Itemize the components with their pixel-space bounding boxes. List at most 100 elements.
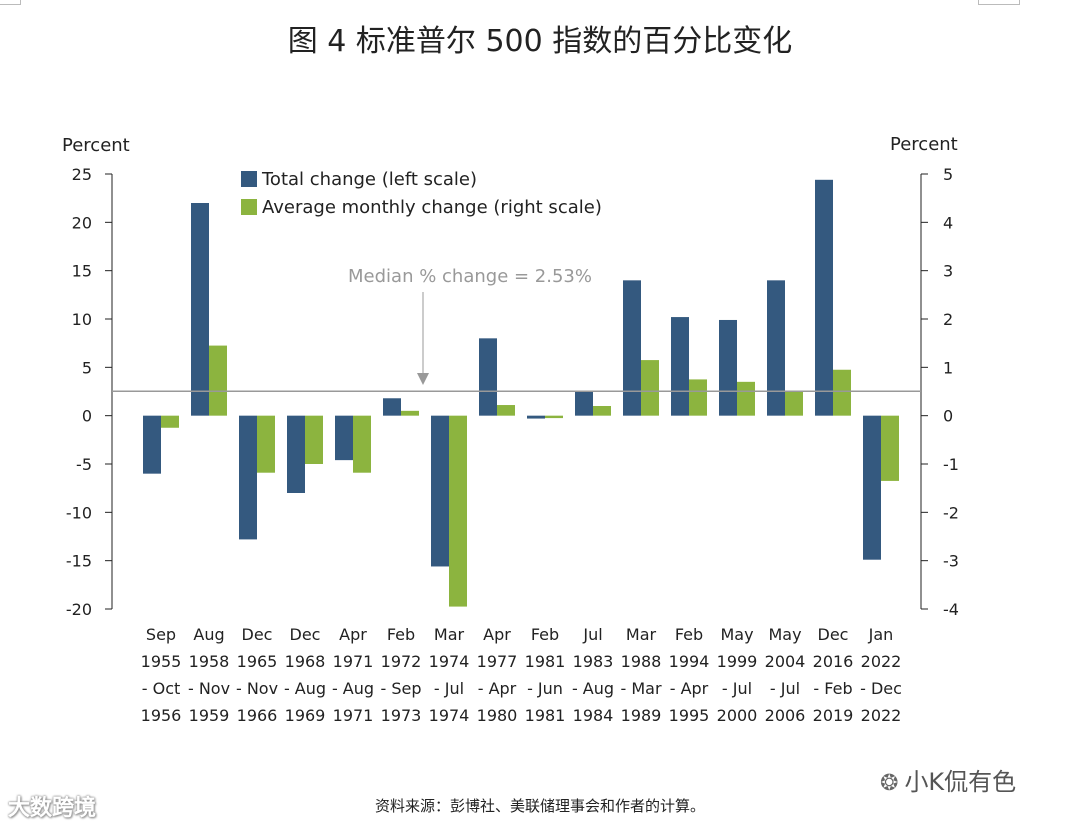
average-monthly-change-bar <box>209 345 227 416</box>
category-label: 1980 <box>477 706 518 725</box>
average-monthly-change-bar <box>641 360 659 416</box>
left-axis-tick-label: 0 <box>82 407 92 426</box>
category-label: 2006 <box>765 706 806 725</box>
average-monthly-change-bar <box>593 406 611 416</box>
category-label: Dec <box>818 625 849 644</box>
right-axis-tick-label: -3 <box>943 552 959 571</box>
category-label: 1971 <box>333 706 374 725</box>
category-label: - Jul <box>722 679 752 698</box>
category-label: 1959 <box>189 706 230 725</box>
category-label: 1966 <box>237 706 278 725</box>
category-label: 2000 <box>717 706 758 725</box>
average-monthly-change-bar <box>833 369 851 416</box>
category-label: 2016 <box>813 652 854 671</box>
total-change-bar <box>527 415 545 419</box>
left-axis-tick-label: 15 <box>72 262 92 281</box>
category-label: 1973 <box>381 706 422 725</box>
category-label: - Jun <box>527 679 563 698</box>
category-label: Aug <box>193 625 224 644</box>
category-label: 1984 <box>573 706 614 725</box>
category-label: - Nov <box>236 679 278 698</box>
total-change-bar <box>767 280 785 416</box>
left-axis-tick-label: 20 <box>72 213 92 232</box>
category-label: 1974 <box>429 652 470 671</box>
average-monthly-change-bar <box>401 410 419 416</box>
watermark-right: ❂ 小K侃有色 <box>880 762 1016 797</box>
category-label: 2019 <box>813 706 854 725</box>
category-label: - Jul <box>434 679 464 698</box>
category-label: Mar <box>626 625 657 644</box>
average-monthly-change-bar <box>497 405 515 416</box>
total-change-bar <box>863 415 881 560</box>
right-axis-tick-label: 2 <box>943 310 953 329</box>
right-axis-tick-label: 0 <box>943 407 953 426</box>
right-axis-tick-label: -2 <box>943 503 959 522</box>
left-axis-tick-label: 25 <box>72 165 92 184</box>
left-axis-tick-label: -15 <box>66 552 92 571</box>
category-label: May <box>720 625 753 644</box>
category-label: 1994 <box>669 652 710 671</box>
category-label: - Oct <box>142 679 181 698</box>
median-annotation: Median % change = 2.53% <box>348 266 592 287</box>
total-change-bar <box>335 415 353 461</box>
category-label: Dec <box>242 625 273 644</box>
category-label: Sep <box>146 625 176 644</box>
category-label: - Aug <box>332 679 374 698</box>
total-change-bar <box>143 415 161 474</box>
category-label: 1974 <box>429 706 470 725</box>
left-axis-tick-label: -10 <box>66 503 92 522</box>
average-monthly-change-bar <box>305 415 323 464</box>
category-label: Dec <box>290 625 321 644</box>
category-label: Apr <box>483 625 511 644</box>
total-change-bar <box>383 398 401 416</box>
right-axis-tick-label: 1 <box>943 358 953 377</box>
category-label: 1958 <box>189 652 230 671</box>
category-label: - Jul <box>770 679 800 698</box>
source-note: 资料来源：彭博社、美联储理事会和作者的计算。 <box>374 797 705 815</box>
left-axis-title: Percent <box>62 135 130 156</box>
left-axis-tick-label: -5 <box>76 455 92 474</box>
total-change-bar <box>719 319 737 416</box>
category-label: 1977 <box>477 652 518 671</box>
right-axis-tick-label: -4 <box>943 600 959 619</box>
left-axis-tick-label: 5 <box>82 358 92 377</box>
category-label: 1981 <box>525 706 566 725</box>
category-label: Feb <box>675 625 703 644</box>
category-label: 1972 <box>381 652 422 671</box>
total-change-bar <box>431 415 449 567</box>
category-label: 2004 <box>765 652 806 671</box>
category-label: - Dec <box>860 679 902 698</box>
category-label: Jan <box>868 625 894 644</box>
category-label: Jul <box>582 625 602 644</box>
total-change-bar <box>671 317 689 416</box>
category-label: Mar <box>434 625 465 644</box>
category-label: 1968 <box>285 652 326 671</box>
category-label: 1988 <box>621 652 662 671</box>
left-axis-tick-label: -20 <box>66 600 92 619</box>
annotation-arrow-head <box>417 373 429 385</box>
right-axis-tick-label: 4 <box>943 213 953 232</box>
total-change-bar <box>575 390 593 416</box>
category-label: 1999 <box>717 652 758 671</box>
average-monthly-change-bar <box>881 415 899 481</box>
category-label: 2022 <box>861 652 902 671</box>
total-change-bar <box>815 179 833 416</box>
category-label: 1995 <box>669 706 710 725</box>
average-monthly-change-bar <box>737 381 755 416</box>
category-label: Feb <box>387 625 415 644</box>
total-change-bar <box>287 415 305 493</box>
corner-mark-left <box>0 0 21 5</box>
category-label: 1955 <box>141 652 182 671</box>
total-change-bar <box>623 280 641 416</box>
category-label: 2022 <box>861 706 902 725</box>
right-axis-title: Percent <box>890 134 958 155</box>
category-label: - Mar <box>620 679 661 698</box>
right-axis-tick-label: 3 <box>943 262 953 281</box>
average-monthly-change-bar <box>545 415 563 419</box>
category-label: - Apr <box>478 679 517 698</box>
legend-label-average: Average monthly change (right scale) <box>262 197 602 218</box>
right-axis-tick-label: 5 <box>943 165 953 184</box>
category-label: Feb <box>531 625 559 644</box>
right-axis-tick-label: -1 <box>943 455 959 474</box>
category-label: - Feb <box>813 679 852 698</box>
